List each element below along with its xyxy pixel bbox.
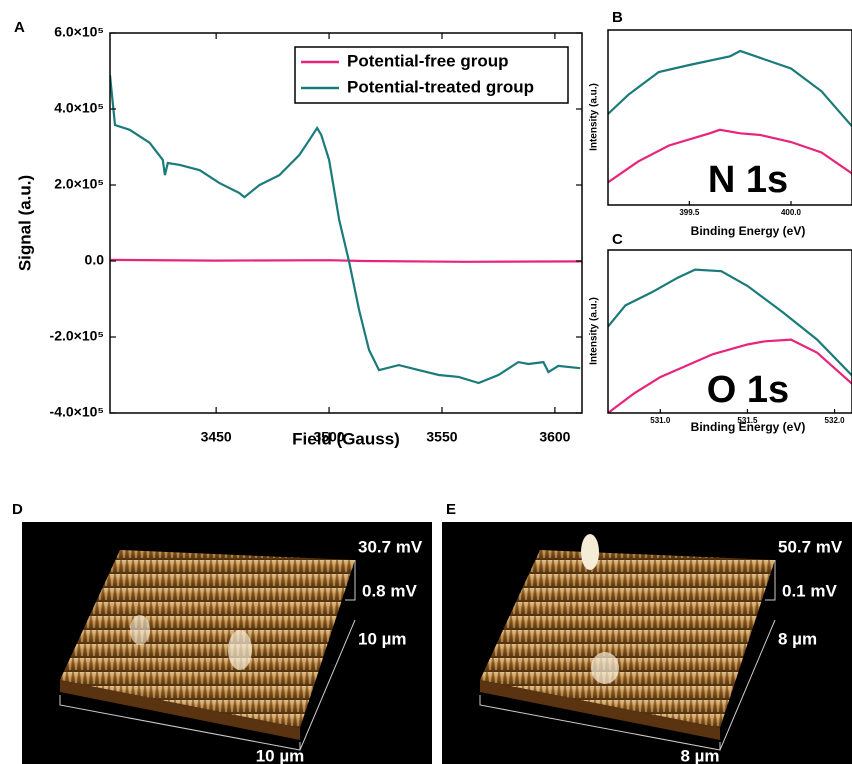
figure: A3450350035503600-4.0×10⁵-2.0×10⁵0.02.0×… xyxy=(0,0,852,764)
panel-label: E xyxy=(446,501,456,518)
x-tick-label: 531.0 xyxy=(650,416,671,425)
y-tick-label: -2.0×10⁵ xyxy=(50,328,104,344)
afm-label: 30.7 mV xyxy=(358,537,423,556)
afm-panels xyxy=(22,522,852,764)
afm-peak xyxy=(581,534,599,570)
y-tick-label: 0.0 xyxy=(85,252,105,268)
x-axis-label: Binding Energy (eV) xyxy=(691,420,806,434)
line-series xyxy=(608,270,852,376)
panel-label: A xyxy=(14,19,25,36)
afm-label: 0.8 mV xyxy=(362,581,417,600)
y-axis-label: Intensity (a.u.) xyxy=(589,83,600,151)
x-tick-label: 3600 xyxy=(539,429,570,445)
afm-label: 0.1 mV xyxy=(782,581,837,600)
afm-label: 8 µm xyxy=(778,629,817,648)
afm-label: 50.7 mV xyxy=(778,537,843,556)
afm-label: 8 µm xyxy=(680,746,719,764)
x-tick-label: 399.5 xyxy=(679,208,700,217)
panel-label: B xyxy=(612,9,623,26)
afm-peak xyxy=(228,630,252,670)
afm-label: 10 µm xyxy=(358,629,407,648)
afm-peak xyxy=(130,615,150,645)
x-tick-label: 400.0 xyxy=(781,208,802,217)
line-series xyxy=(110,75,580,383)
afm-peak xyxy=(591,652,619,684)
x-axis-label: Binding Energy (eV) xyxy=(691,224,806,238)
y-tick-label: 6.0×10⁵ xyxy=(54,24,104,40)
y-tick-label: 2.0×10⁵ xyxy=(54,176,104,192)
panel-label: C xyxy=(612,231,623,248)
line-series xyxy=(608,51,852,126)
x-axis-label: Field (Gauss) xyxy=(292,429,400,448)
y-tick-label: 4.0×10⁵ xyxy=(54,100,104,116)
afm-label: 10 µm xyxy=(256,746,305,764)
x-tick-label: 3450 xyxy=(201,429,232,445)
legend-label: Potential-treated group xyxy=(347,77,534,96)
panel-label: D xyxy=(12,501,23,518)
y-axis-label: Intensity (a.u.) xyxy=(589,297,600,365)
plot-series xyxy=(110,75,582,383)
x-tick-label: 3550 xyxy=(426,429,457,445)
y-axis-label: Signal (a.u.) xyxy=(15,175,34,271)
line-series xyxy=(110,260,582,262)
y-tick-label: -4.0×10⁵ xyxy=(50,404,104,420)
annotation: O 1s xyxy=(707,369,789,411)
legend-label: Potential-free group xyxy=(347,51,509,70)
x-tick-label: 532.0 xyxy=(825,416,846,425)
annotation: N 1s xyxy=(708,159,788,201)
